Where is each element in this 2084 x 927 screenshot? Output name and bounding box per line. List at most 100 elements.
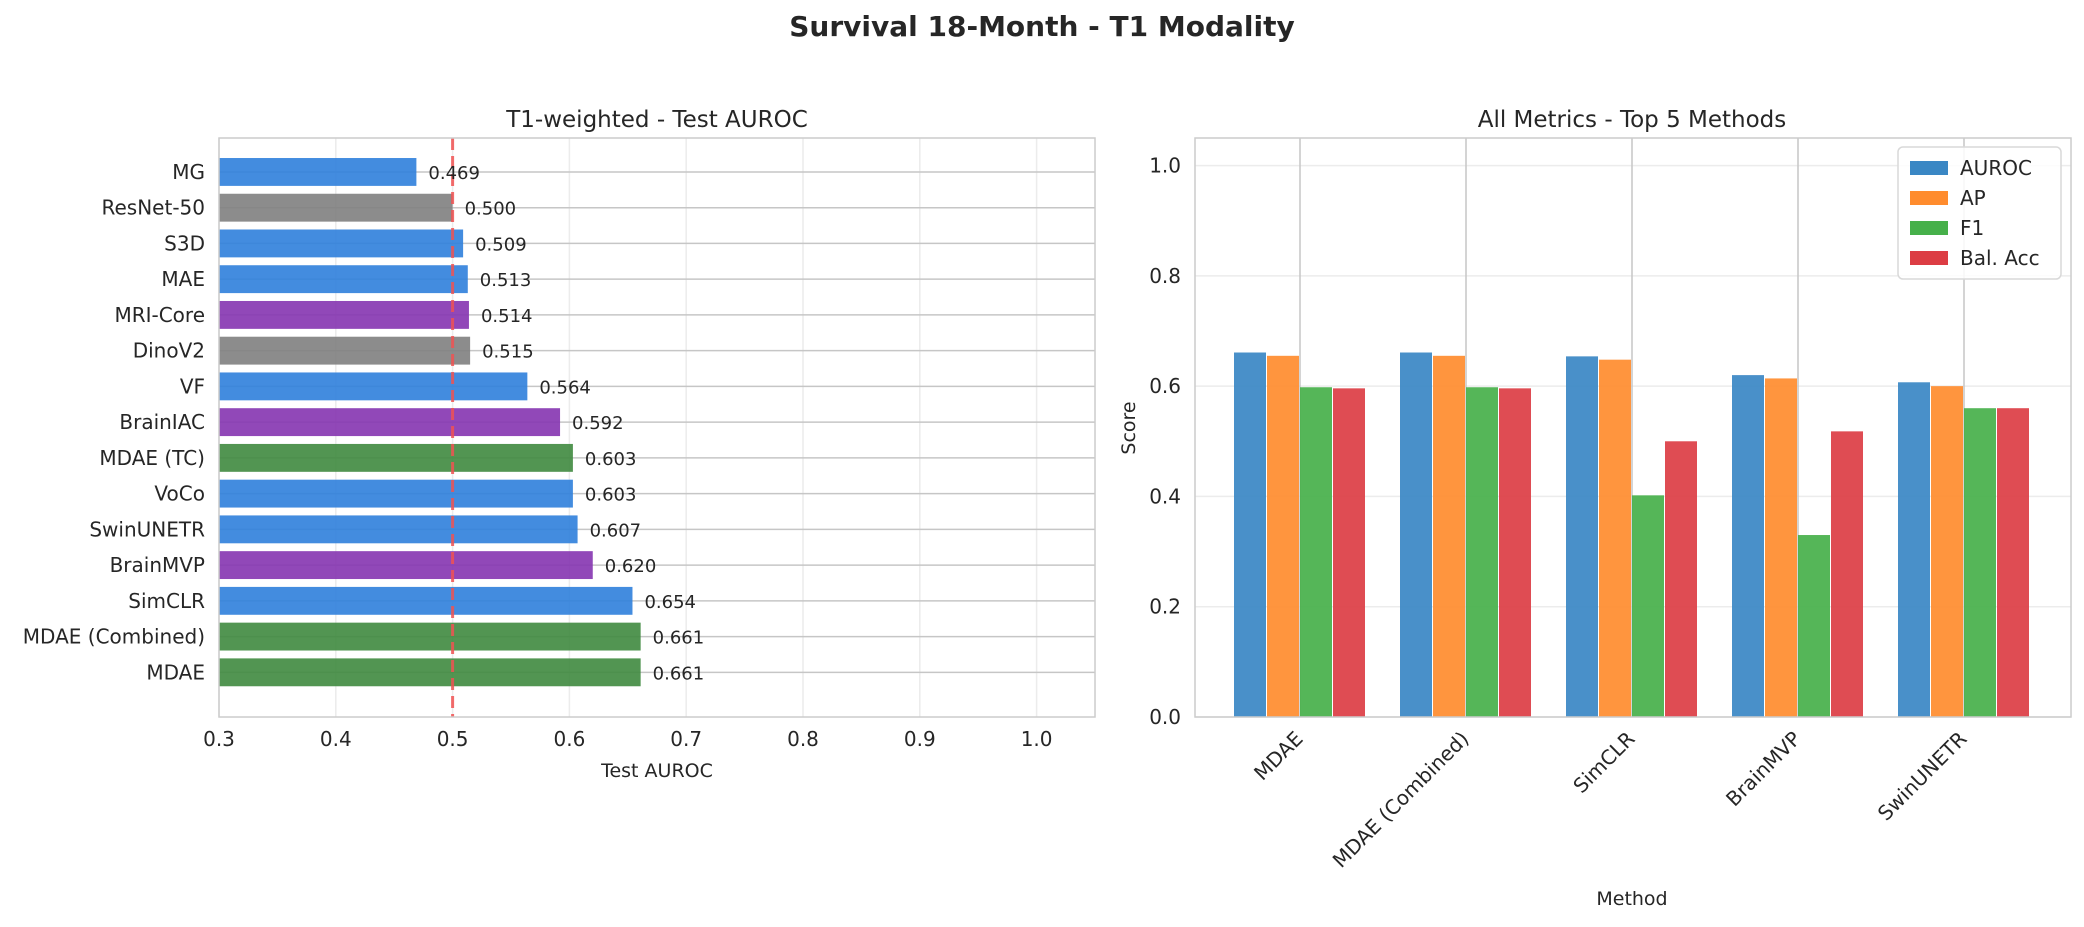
left-bar: [219, 658, 641, 687]
left-bar: [219, 193, 453, 222]
right-y-tick-label: 0.6: [1149, 374, 1181, 398]
left-category-label: ResNet-50: [102, 196, 206, 220]
left-category-label: S3D: [164, 231, 205, 255]
right-category-label: SwinUNETR: [1873, 726, 1972, 825]
left-bar-value-label: 0.564: [539, 377, 591, 398]
left-category-label: MAE: [161, 267, 205, 291]
right-chart-title: All Metrics - Top 5 Methods: [1478, 107, 1787, 133]
left-bar: [219, 336, 471, 365]
right-bar: [1765, 378, 1797, 717]
left-bar: [219, 443, 573, 472]
right-category-label: SimCLR: [1568, 727, 1639, 798]
left-category-label: SwinUNETR: [89, 517, 205, 541]
left-bar: [219, 479, 573, 508]
left-x-tick-label: 0.6: [553, 727, 585, 751]
left-bar: [219, 265, 468, 294]
right-y-tick-label: 0.2: [1149, 595, 1181, 619]
left-category-label: BrainIAC: [119, 410, 205, 434]
right-y-tick-label: 0.8: [1149, 264, 1181, 288]
left-category-label: MDAE: [146, 660, 205, 684]
right-bar: [1632, 495, 1664, 717]
left-x-tick-label: 0.3: [203, 727, 235, 751]
legend-swatch: [1910, 221, 1948, 235]
right-bar: [1997, 408, 2029, 717]
legend-swatch: [1910, 191, 1948, 205]
left-bar-value-label: 0.607: [590, 520, 642, 541]
left-bar-value-label: 0.515: [482, 342, 534, 363]
legend-swatch: [1910, 251, 1948, 265]
left-category-label: BrainMVP: [110, 553, 205, 577]
left-bar-value-label: 0.654: [644, 592, 696, 613]
legend-label: Bal. Acc: [1960, 246, 2040, 270]
right-y-axis-label: Score: [1118, 401, 1140, 454]
left-category-label: SimCLR: [128, 589, 205, 613]
left-bar: [219, 300, 469, 329]
left-x-axis-label: Test AUROC: [600, 760, 713, 782]
legend-swatch: [1910, 161, 1948, 175]
left-bar-value-label: 0.514: [481, 306, 533, 327]
right-bar: [1566, 356, 1598, 717]
left-bar-value-label: 0.513: [480, 270, 532, 291]
left-category-label: VF: [180, 374, 205, 398]
left-bar-value-label: 0.509: [475, 234, 527, 255]
left-bar-value-label: 0.661: [653, 628, 705, 649]
right-bar: [1466, 387, 1498, 717]
right-category-label: MDAE: [1249, 727, 1307, 785]
left-category-label: MG: [172, 160, 205, 184]
right-bar: [1433, 355, 1465, 717]
right-bar: [1333, 388, 1365, 717]
right-bar: [1599, 359, 1631, 717]
left-chart-title: T1-weighted - Test AUROC: [505, 107, 808, 133]
right-bar: [1267, 355, 1299, 717]
right-bar: [1665, 441, 1697, 717]
right-y-tick-label: 0.0: [1149, 705, 1181, 729]
left-category-label: MDAE (TC): [99, 446, 205, 470]
left-bar-value-label: 0.661: [653, 663, 705, 684]
left-x-tick-label: 0.5: [437, 727, 469, 751]
right-category-label: BrainMVP: [1721, 727, 1805, 811]
left-bar: [219, 515, 578, 544]
legend-box: [1897, 146, 2062, 280]
left-x-tick-label: 0.7: [670, 727, 702, 751]
legend-label: AP: [1960, 186, 1986, 210]
right-bar: [1898, 382, 1930, 717]
left-x-tick-label: 0.4: [320, 727, 352, 751]
right-category-label: MDAE (Combined): [1328, 727, 1474, 873]
right-y-tick-label: 1.0: [1149, 154, 1181, 178]
right-bar: [1300, 387, 1332, 717]
figure-suptitle: Survival 18-Month - T1 Modality: [789, 10, 1295, 43]
right-bar: [1499, 388, 1531, 717]
left-bar: [219, 551, 593, 580]
right-bar: [1931, 386, 1963, 717]
left-chart: T1-weighted - Test AUROC Test AUROC 0.46…: [23, 107, 1096, 782]
right-y-tick-label: 0.4: [1149, 484, 1181, 508]
right-bar: [1400, 352, 1432, 717]
legend: AUROC AP F1 Bal. Acc: [1897, 146, 2062, 280]
left-x-tick-label: 1.0: [1021, 727, 1053, 751]
left-bar: [219, 372, 528, 401]
left-category-label: VoCo: [154, 482, 205, 506]
legend-label: F1: [1960, 216, 1984, 240]
left-bar-value-label: 0.620: [605, 556, 657, 577]
left-bar-value-label: 0.592: [572, 413, 624, 434]
left-bar: [219, 408, 561, 437]
right-chart: All Metrics - Top 5 Methods Method Score…: [1118, 107, 2072, 910]
left-bar: [219, 158, 417, 186]
left-bar: [219, 622, 641, 651]
right-bar: [1798, 535, 1830, 717]
left-category-label: MRI-Core: [114, 303, 205, 327]
left-category-label: MDAE (Combined): [23, 625, 205, 649]
left-category-label: DinoV2: [133, 339, 205, 363]
left-bar: [219, 586, 633, 615]
left-x-tick-label: 0.8: [787, 727, 819, 751]
left-bar: [219, 229, 464, 258]
right-x-axis-label: Method: [1596, 888, 1667, 910]
right-bar: [1234, 352, 1266, 717]
right-bar: [1964, 408, 1996, 717]
left-x-tick-label: 0.9: [904, 727, 936, 751]
left-plot-frame: [218, 137, 1096, 718]
legend-label: AUROC: [1960, 156, 2032, 180]
right-plot-frame: [1194, 137, 2072, 718]
